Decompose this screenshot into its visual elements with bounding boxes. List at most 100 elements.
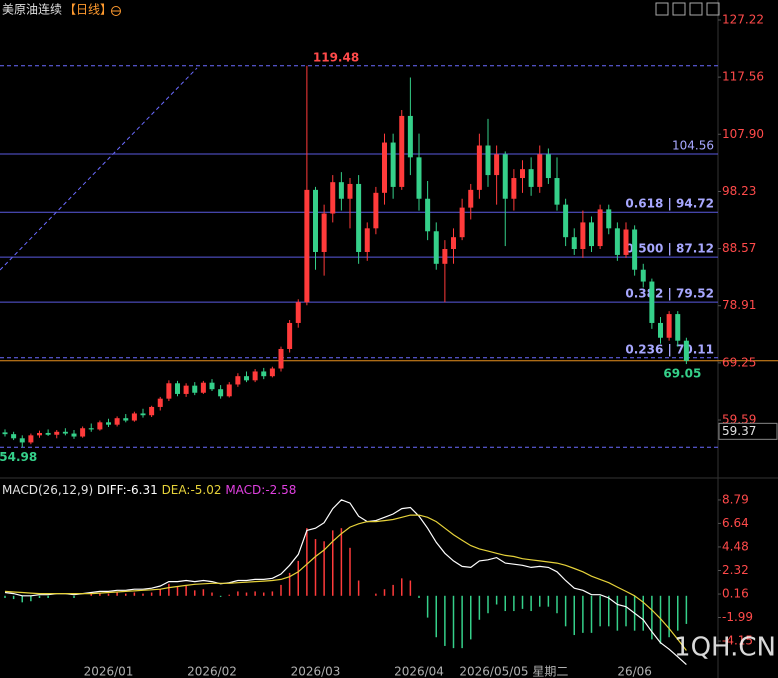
candle-body	[606, 209, 612, 229]
level-label: 0.236 | 70.11	[625, 342, 714, 356]
candle-body	[364, 228, 370, 252]
diff-line	[4, 499, 687, 666]
candle-body	[106, 422, 111, 425]
macd-y-tick-label: -4.15	[722, 634, 753, 648]
candle-body	[80, 428, 86, 437]
candle-body	[37, 432, 42, 436]
tool-button[interactable]	[672, 2, 686, 16]
candle-body	[175, 383, 180, 394]
candle-body	[347, 183, 353, 199]
level-label: 0.618 | 94.72	[625, 197, 714, 211]
toolbar	[655, 2, 720, 16]
candle-body	[235, 376, 241, 385]
candle-body	[528, 169, 534, 187]
candle-body	[416, 157, 422, 199]
macd-y-tick-label: 6.64	[722, 516, 749, 530]
add-icon[interactable]	[111, 6, 121, 16]
extreme-label: 69.05	[663, 367, 701, 381]
candle-body	[261, 371, 267, 377]
macd-title: MACD(26,12,9)	[2, 483, 93, 497]
candle-body	[62, 431, 68, 434]
candle-body	[640, 269, 646, 282]
cursor-box	[718, 422, 778, 440]
level-label: 0.382 | 79.52	[625, 287, 714, 301]
candle-body	[390, 142, 396, 187]
candle-body	[511, 178, 517, 199]
candle-body	[71, 433, 77, 437]
candle-body	[321, 213, 327, 252]
candle-body	[226, 384, 232, 397]
macd-y-tick-label: 0.16	[722, 587, 749, 601]
candle-body	[2, 432, 8, 435]
candle-body	[295, 302, 301, 323]
hist-value: -2.58	[265, 483, 296, 497]
candle-body	[425, 198, 431, 232]
candle-body	[278, 348, 284, 369]
candle-body	[244, 376, 249, 381]
candle-body	[166, 383, 172, 399]
macd-y-tick-label: 2.32	[722, 563, 749, 577]
dea-value: -5.02	[190, 483, 221, 497]
candle-body	[589, 222, 594, 247]
candle-body	[88, 428, 94, 430]
candle-body	[123, 418, 129, 421]
candle-body	[218, 389, 224, 397]
candle-body	[19, 438, 25, 443]
hist-label: MACD:	[225, 483, 265, 497]
tool-button[interactable]	[655, 2, 669, 16]
candle-body	[114, 418, 120, 425]
candle-body	[97, 422, 103, 430]
candle-body	[649, 281, 655, 323]
candle-body	[54, 431, 60, 435]
candle-body	[451, 237, 456, 250]
candle-body	[658, 322, 663, 338]
y-tick-label: 88.57	[722, 241, 756, 255]
candle-body	[338, 182, 344, 199]
candle-body	[382, 142, 387, 193]
candle-body	[131, 413, 137, 421]
chart-title: 美原油连续	[2, 2, 62, 17]
y-tick-label: 117.56	[722, 70, 764, 84]
diff-value: -6.31	[127, 483, 158, 497]
candle-body	[494, 154, 500, 176]
candle-body	[287, 322, 293, 349]
trend-line	[0, 67, 198, 271]
candle-body	[269, 368, 275, 377]
x-tick-label: 2026/04	[394, 665, 444, 678]
candle-body	[537, 154, 543, 187]
candle-body	[209, 382, 215, 390]
tool-button[interactable]	[706, 2, 720, 16]
candle-body	[476, 145, 482, 190]
candle-body	[313, 189, 318, 252]
x-tick-label: 2026/02	[187, 665, 237, 678]
x-tick-label: 2026/01	[84, 665, 134, 678]
x-tick-label: 26/06	[617, 665, 652, 678]
macd-y-tick-label: 4.48	[722, 539, 749, 553]
candle-body	[28, 435, 34, 443]
y-tick-label: 127.22	[722, 12, 764, 26]
cursor-label: 59.37	[722, 424, 756, 438]
candle-body	[597, 209, 603, 247]
y-tick-label: 98.23	[722, 184, 756, 198]
candle-body	[149, 406, 155, 416]
extreme-label: 54.98	[0, 450, 37, 464]
candle-body	[485, 145, 491, 176]
level-label: 104.56	[672, 139, 714, 153]
candle-body	[407, 115, 413, 158]
candle-body	[580, 222, 586, 250]
candle-body	[11, 434, 17, 439]
candle-body	[304, 189, 310, 303]
candle-body	[563, 204, 569, 238]
candle-body	[399, 115, 405, 187]
candle-body	[623, 229, 629, 255]
candle-body	[666, 314, 672, 338]
candle-body	[683, 340, 689, 361]
candle-body	[614, 228, 620, 255]
tool-button[interactable]	[689, 2, 703, 16]
y-tick-label: 69.25	[722, 355, 756, 369]
x-tick-label: 2026/05/05 星期二	[459, 665, 568, 678]
y-tick-label: 78.91	[722, 298, 756, 312]
